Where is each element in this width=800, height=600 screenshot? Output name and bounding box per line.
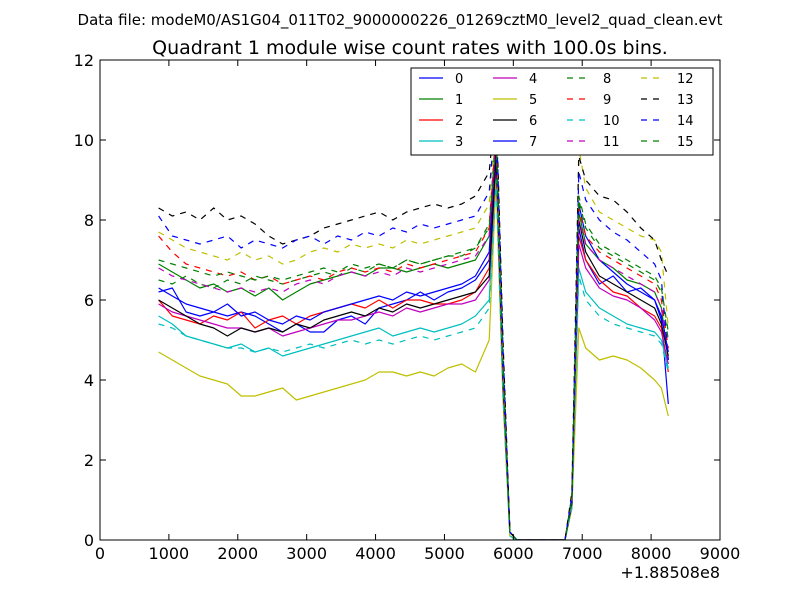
- axis-ticks: 0 1000 2000 3000 4000 5000 6000 7000 8000 9000 0 2 4…: [74, 51, 741, 563]
- x-tick-label: 2000: [217, 544, 258, 563]
- x-tick-label: 7000: [562, 544, 603, 563]
- legend-label-2: 2: [455, 114, 463, 129]
- legend-label-1: 1: [455, 93, 463, 108]
- legend-label-3: 3: [455, 135, 463, 150]
- x-tick-label: 0: [95, 544, 105, 563]
- legend-label-7: 7: [529, 135, 537, 150]
- y-tick-label: 6: [84, 291, 94, 310]
- series-layer: [158, 99, 669, 540]
- legend-label-4: 4: [529, 72, 537, 87]
- x-tick-label: 1000: [149, 544, 190, 563]
- legend-label-14: 14: [677, 114, 694, 129]
- series-line-5: [158, 179, 669, 540]
- x-tick-label: 4000: [355, 544, 396, 563]
- series-line-9: [158, 131, 669, 540]
- y-tick-label: 10: [74, 131, 94, 150]
- series-line-14: [158, 107, 669, 540]
- x-axis-offset-label: +1.88508e8: [620, 563, 720, 582]
- series-line-2: [158, 155, 669, 540]
- legend-box: [410, 67, 714, 156]
- series-line-13: [158, 99, 669, 540]
- data-file-suptitle: Data file: modeM0/AS1G04_011T02_90000002…: [78, 11, 723, 30]
- series-line-6: [158, 155, 669, 540]
- x-tick-label: 6000: [493, 544, 534, 563]
- x-tick-label: 3000: [286, 544, 327, 563]
- y-tick-label: 12: [74, 51, 94, 70]
- series-line-7: [158, 135, 669, 540]
- series-line-10: [158, 179, 669, 540]
- series-line-8: [158, 127, 669, 540]
- legend-label-11: 11: [603, 135, 620, 150]
- series-line-12: [158, 115, 669, 540]
- legend-label-15: 15: [677, 135, 694, 150]
- y-tick-label: 4: [84, 371, 94, 390]
- legend-label-5: 5: [529, 93, 537, 108]
- legend-label-9: 9: [603, 93, 611, 108]
- series-line-11: [158, 139, 669, 540]
- x-tick-label: 5000: [424, 544, 465, 563]
- y-tick-label: 2: [84, 451, 94, 470]
- legend-label-0: 0: [455, 72, 463, 87]
- legend-label-13: 13: [677, 93, 694, 108]
- legend-label-10: 10: [603, 114, 620, 129]
- legend-label-8: 8: [603, 72, 611, 87]
- legend-label-6: 6: [529, 114, 537, 129]
- x-tick-label: 8000: [631, 544, 672, 563]
- series-line-3: [158, 171, 669, 540]
- x-tick-label: 9000: [700, 544, 741, 563]
- y-tick-label: 8: [84, 211, 94, 230]
- y-tick-label: 0: [84, 531, 94, 550]
- legend-label-12: 12: [677, 72, 694, 87]
- chart-title: Quadrant 1 module wise count rates with …: [152, 37, 668, 59]
